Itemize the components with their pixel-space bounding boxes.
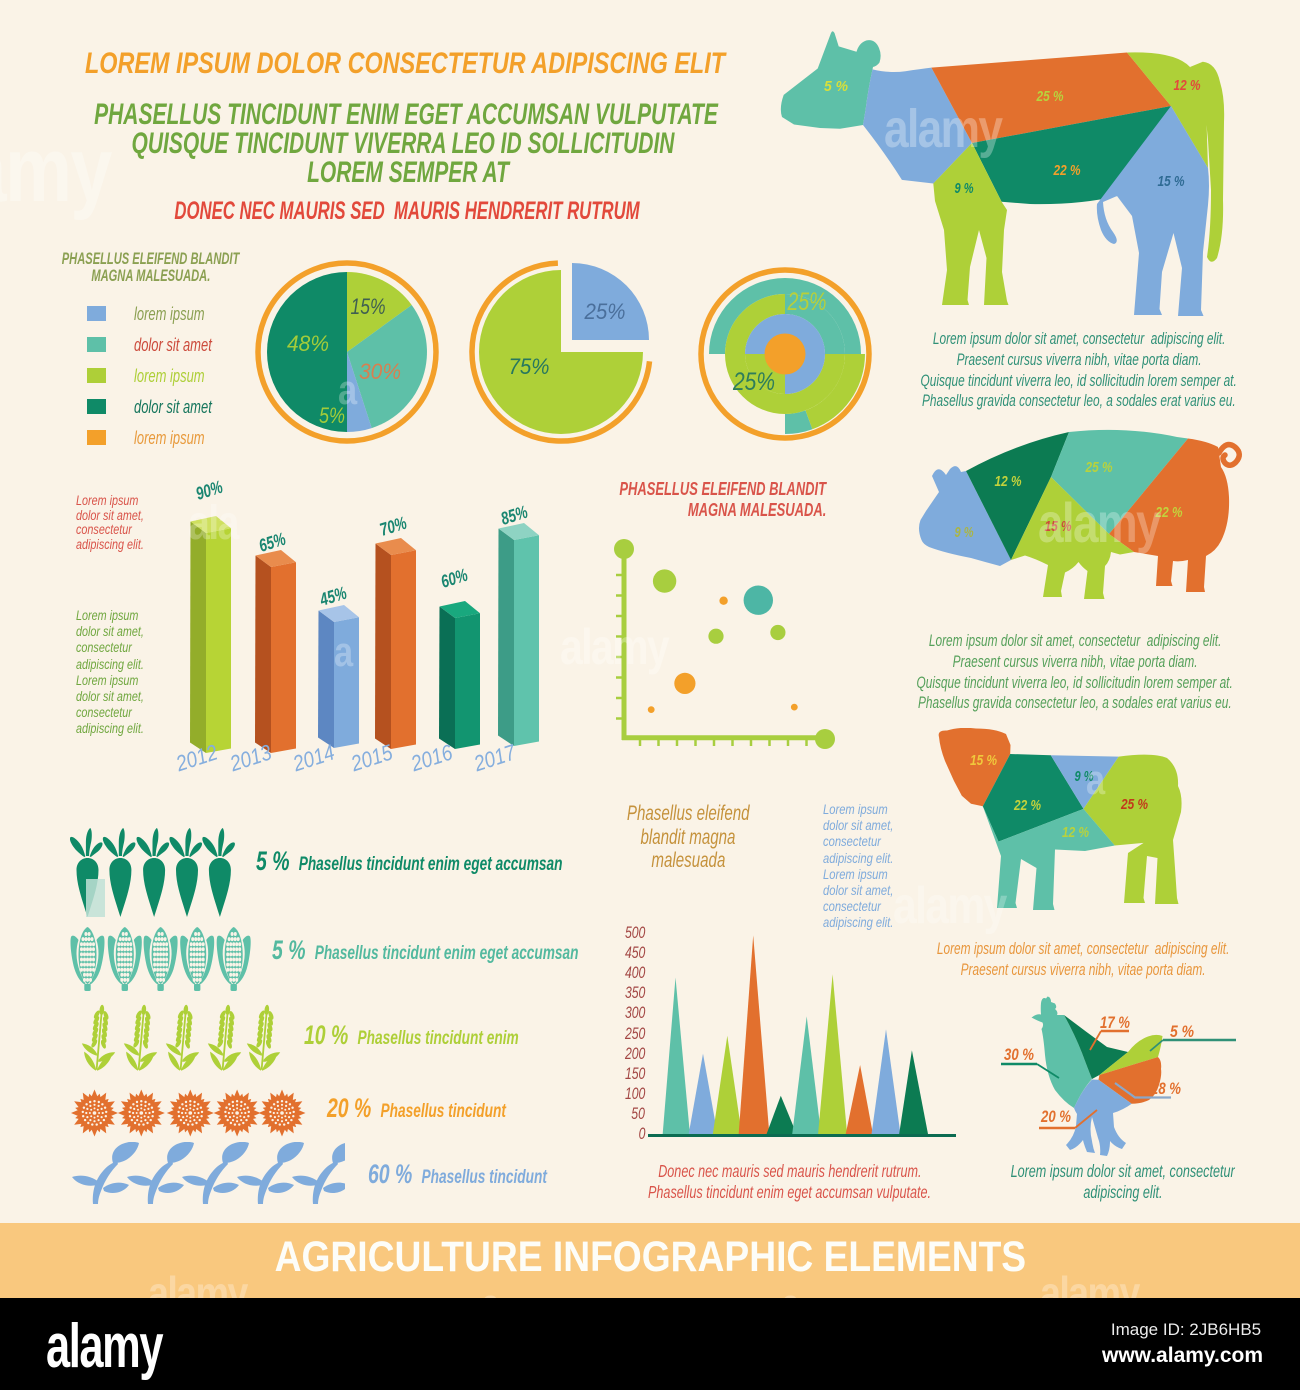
svg-text:2014: 2014 bbox=[289, 739, 337, 776]
svg-text:48%: 48% bbox=[287, 331, 329, 356]
svg-text:30%: 30% bbox=[359, 359, 401, 384]
svg-text:22 %: 22 % bbox=[1155, 504, 1183, 521]
svg-text:25 %: 25 % bbox=[1085, 459, 1113, 476]
svg-text:5%: 5% bbox=[319, 403, 345, 428]
svg-text:12 %: 12 % bbox=[995, 473, 1022, 490]
svg-text:25%: 25% bbox=[732, 368, 775, 396]
svg-text:22 %: 22 % bbox=[1053, 162, 1081, 179]
svg-text:75%: 75% bbox=[509, 354, 550, 379]
svg-text:2013: 2013 bbox=[226, 739, 275, 776]
svg-text:9 %: 9 % bbox=[955, 180, 974, 197]
svg-text:15 %: 15 % bbox=[970, 752, 997, 769]
svg-text:2015: 2015 bbox=[347, 739, 396, 776]
svg-text:12 %: 12 % bbox=[1062, 824, 1089, 841]
svg-text:65%: 65% bbox=[256, 529, 288, 556]
svg-text:2012: 2012 bbox=[172, 739, 220, 776]
svg-text:28 %: 28 % bbox=[1150, 1079, 1181, 1098]
svg-text:90%: 90% bbox=[193, 480, 225, 504]
svg-text:22 %: 22 % bbox=[1013, 797, 1041, 814]
svg-text:15 %: 15 % bbox=[1158, 173, 1185, 190]
svg-text:25%: 25% bbox=[787, 288, 827, 316]
svg-text:2016: 2016 bbox=[407, 739, 456, 776]
svg-text:60%: 60% bbox=[438, 565, 470, 592]
svg-text:70%: 70% bbox=[377, 513, 409, 540]
svg-text:25%: 25% bbox=[584, 299, 626, 324]
svg-text:25 %: 25 % bbox=[1120, 796, 1148, 813]
svg-text:15%: 15% bbox=[351, 294, 386, 319]
svg-text:30 %: 30 % bbox=[1004, 1045, 1034, 1064]
svg-text:5 %: 5 % bbox=[1170, 1022, 1194, 1041]
svg-text:15 %: 15 % bbox=[1045, 518, 1072, 535]
svg-text:25 %: 25 % bbox=[1036, 88, 1064, 105]
svg-text:9 %: 9 % bbox=[1075, 768, 1094, 785]
svg-text:17 %: 17 % bbox=[1100, 1013, 1130, 1032]
svg-text:20 %: 20 % bbox=[1040, 1107, 1071, 1126]
svg-text:9 %: 9 % bbox=[955, 524, 974, 541]
svg-text:5 %: 5 % bbox=[824, 78, 848, 95]
svg-text:12 %: 12 % bbox=[1174, 77, 1201, 94]
